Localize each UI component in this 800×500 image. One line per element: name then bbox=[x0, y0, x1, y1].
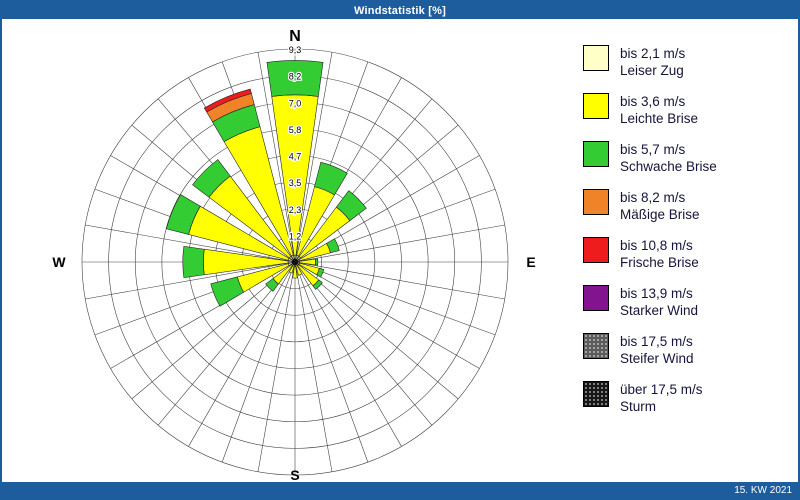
legend-speed-label: bis 2,1 m/s bbox=[620, 46, 686, 61]
legend-beaufort-name: Leichte Brise bbox=[620, 111, 699, 126]
legend-text-2: bis 3,6 m/s Leichte Brise bbox=[620, 93, 698, 127]
petal-WNW-class3 bbox=[166, 194, 201, 235]
petal-NNE-class3 bbox=[314, 161, 348, 196]
compass-east-label: E bbox=[526, 254, 535, 270]
legend-swatch-2 bbox=[583, 93, 609, 119]
petal-ENE-class3 bbox=[326, 238, 340, 254]
windrose-petals bbox=[166, 60, 367, 307]
petal-ESE-class3 bbox=[316, 267, 325, 278]
legend-item-5: bis 10,8 m/s Frische Brise bbox=[583, 237, 717, 271]
calendar-week-label: 15. KW 2021 bbox=[734, 484, 792, 496]
radial-tick-label: 7,0 bbox=[289, 98, 302, 108]
legend-item-4: bis 8,2 m/s Mäßige Brise bbox=[583, 189, 717, 223]
legend-swatch-1 bbox=[583, 45, 609, 71]
legend-swatch-8 bbox=[583, 381, 609, 407]
radial-tick-label: 1,2 bbox=[289, 231, 302, 241]
radial-tick-label: 8,2 bbox=[289, 72, 302, 82]
compass-south-label: S bbox=[290, 467, 299, 482]
petal-N-class3 bbox=[266, 60, 324, 97]
radial-tick-label: 2,3 bbox=[289, 205, 302, 215]
status-bar: 15. KW 2021 bbox=[2, 482, 798, 498]
legend-beaufort-name: Schwache Brise bbox=[620, 159, 717, 174]
legend-item-2: bis 3,6 m/s Leichte Brise bbox=[583, 93, 717, 127]
legend-swatch-7 bbox=[583, 333, 609, 359]
legend-speed-label: bis 17,5 m/s bbox=[620, 334, 693, 349]
legend-swatch-4 bbox=[583, 189, 609, 215]
legend-item-6: bis 13,9 m/s Starker Wind bbox=[583, 285, 717, 319]
title-bar: Windstatistik [%] bbox=[2, 2, 798, 19]
rose-center-dot bbox=[291, 258, 299, 266]
legend-text-7: bis 17,5 m/s Steifer Wind bbox=[620, 333, 694, 367]
windrose-chart: 1,2 2,3 3,5 4,7 5,8 7,0 8,2 9,3 N S W E bbox=[52, 28, 535, 482]
legend-swatch-3 bbox=[583, 141, 609, 167]
legend-item-8: über 17,5 m/s Sturm bbox=[583, 381, 717, 415]
petal-S-class2 bbox=[292, 266, 298, 279]
wind-speed-legend: bis 2,1 m/s Leiser Zug bis 3,6 m/s Leichte … bbox=[583, 45, 717, 415]
legend-swatch-5 bbox=[583, 237, 609, 263]
legend-text-8: über 17,5 m/s Sturm bbox=[620, 381, 703, 415]
petal-W-class3 bbox=[182, 246, 205, 278]
radial-tick-label: 5,8 bbox=[289, 125, 302, 135]
petal-NE-class3 bbox=[335, 190, 367, 222]
legend-beaufort-name: Steifer Wind bbox=[620, 351, 694, 366]
legend-speed-label: bis 13,9 m/s bbox=[620, 286, 693, 301]
petal-NW-class3 bbox=[192, 159, 231, 198]
legend-beaufort-name: Leiser Zug bbox=[620, 63, 684, 78]
chart-area: 1,2 2,3 3,5 4,7 5,8 7,0 8,2 9,3 N S W E bis 2,1… bbox=[2, 19, 798, 482]
legend-text-1: bis 2,1 m/s Leiser Zug bbox=[620, 45, 685, 79]
legend-beaufort-name: Starker Wind bbox=[620, 303, 699, 318]
legend-item-7: bis 17,5 m/s Steifer Wind bbox=[583, 333, 717, 367]
petal-WSW-class3 bbox=[210, 276, 245, 307]
legend-text-3: bis 5,7 m/s Schwache Brise bbox=[620, 141, 717, 175]
window-title: Windstatistik [%] bbox=[354, 4, 446, 17]
legend-item-1: bis 2,1 m/s Leiser Zug bbox=[583, 45, 717, 79]
radial-tick-label: 4,7 bbox=[289, 152, 302, 162]
radial-axis-labels: 1,2 2,3 3,5 4,7 5,8 7,0 8,2 9,3 bbox=[287, 44, 302, 243]
legend-speed-label: über 17,5 m/s bbox=[620, 382, 703, 397]
legend-text-6: bis 13,9 m/s Starker Wind bbox=[620, 285, 698, 319]
legend-speed-label: bis 5,7 m/s bbox=[620, 142, 686, 157]
legend-beaufort-name: Sturm bbox=[620, 399, 657, 414]
legend-speed-label: bis 8,2 m/s bbox=[620, 190, 686, 205]
legend-swatch-6 bbox=[583, 285, 609, 311]
legend-text-4: bis 8,2 m/s Mäßige Brise bbox=[620, 189, 700, 223]
petal-E-class3 bbox=[315, 258, 319, 266]
legend-beaufort-name: Mäßige Brise bbox=[620, 207, 700, 222]
compass-west-label: W bbox=[52, 254, 66, 270]
petal-SW-class3 bbox=[265, 278, 279, 292]
legend-speed-label: bis 3,6 m/s bbox=[620, 94, 686, 109]
legend-text-5: bis 10,8 m/s Frische Brise bbox=[620, 237, 699, 271]
radial-tick-label: 9,3 bbox=[289, 45, 302, 55]
petal-NNW-class5 bbox=[203, 88, 252, 113]
legend-speed-label: bis 10,8 m/s bbox=[620, 238, 693, 253]
radial-tick-label: 3,5 bbox=[289, 178, 302, 188]
compass-north-label: N bbox=[289, 28, 301, 45]
legend-beaufort-name: Frische Brise bbox=[620, 255, 699, 270]
legend-item-3: bis 5,7 m/s Schwache Brise bbox=[583, 141, 717, 175]
petal-SE-class3 bbox=[312, 279, 323, 290]
